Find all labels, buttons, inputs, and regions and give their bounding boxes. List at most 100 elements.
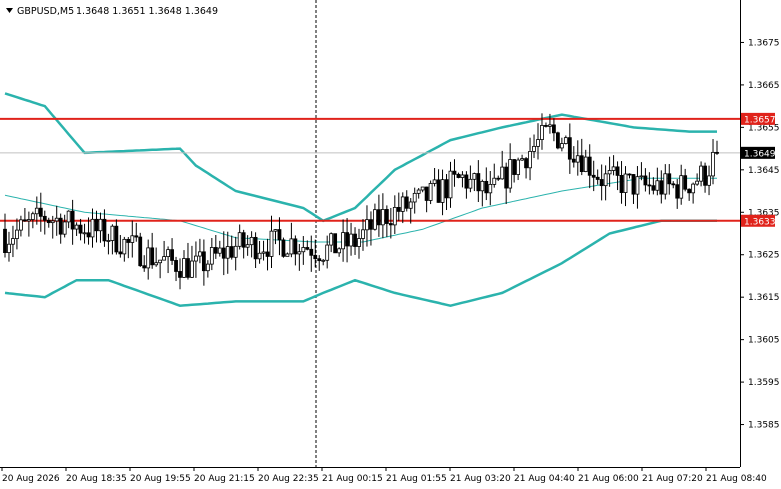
candle-body-down xyxy=(213,247,218,254)
candle-body-up xyxy=(158,259,163,264)
y-tick-label: 1.3625 xyxy=(748,251,780,261)
candle-body-up xyxy=(74,224,79,230)
candle-body-up xyxy=(460,174,465,178)
candle-body-down xyxy=(659,180,664,195)
candle-body-down xyxy=(174,260,178,272)
collapse-triangle-icon[interactable] xyxy=(6,8,13,13)
candle-body-down xyxy=(619,175,624,193)
candle-body-up xyxy=(679,175,684,199)
candle-body-up xyxy=(508,159,513,189)
candle xyxy=(337,247,342,257)
candle-body-up xyxy=(611,166,616,171)
candle xyxy=(516,157,521,181)
candle xyxy=(341,219,346,262)
candle-body-up xyxy=(26,219,31,222)
candle xyxy=(404,190,409,212)
candle xyxy=(50,215,55,239)
symbol-label: GBPUSD,M5 xyxy=(17,6,74,17)
candle xyxy=(150,232,155,269)
candle xyxy=(213,234,218,259)
candle-body-up xyxy=(416,189,421,194)
candle xyxy=(205,260,210,278)
candle xyxy=(424,186,429,213)
y-tick-label: 1.3635 xyxy=(748,208,780,218)
candle-body-up xyxy=(536,139,540,147)
candle-body-up xyxy=(695,180,700,185)
candle-body-up xyxy=(225,246,230,259)
candle xyxy=(472,172,477,192)
candle xyxy=(583,149,588,173)
candle xyxy=(691,182,696,204)
candle-body-up xyxy=(691,183,696,194)
candle xyxy=(715,140,719,155)
candle xyxy=(400,192,405,224)
candle xyxy=(369,211,373,246)
candle xyxy=(631,174,636,204)
candle-body-down xyxy=(384,209,389,224)
candle-body-down xyxy=(683,175,688,190)
candle xyxy=(647,172,652,195)
candle-body-up xyxy=(205,263,210,272)
candle xyxy=(575,140,580,176)
candle xyxy=(373,203,377,231)
candle-body-up xyxy=(301,247,306,253)
candle-body-down xyxy=(524,158,528,169)
candle xyxy=(603,165,608,201)
candle-body-down xyxy=(376,209,381,226)
candle-body-up xyxy=(337,248,342,254)
candle-body-down xyxy=(201,251,206,272)
candle xyxy=(711,139,715,185)
current-price-tag xyxy=(741,146,775,159)
candle-body-down xyxy=(591,174,596,178)
candle xyxy=(567,123,572,174)
candle xyxy=(269,215,274,268)
candle xyxy=(42,210,47,235)
candle xyxy=(396,192,401,221)
candle xyxy=(154,247,159,267)
candle-body-down xyxy=(281,239,286,257)
candle xyxy=(703,162,707,193)
candle xyxy=(528,137,532,181)
candle xyxy=(532,134,536,159)
candle xyxy=(388,207,393,239)
candle xyxy=(142,255,147,272)
candle-body-down xyxy=(150,247,155,266)
candle-body-down xyxy=(552,124,556,134)
candle xyxy=(595,169,600,185)
candle xyxy=(508,143,513,193)
candle xyxy=(679,164,684,205)
candle-body-up xyxy=(257,252,262,260)
candle xyxy=(448,161,453,208)
candle-body-up xyxy=(194,255,198,262)
candle-body-down xyxy=(647,184,652,187)
candle-body-up xyxy=(146,247,151,269)
candle-body-up xyxy=(365,219,369,231)
candle-body-down xyxy=(353,233,357,247)
candle-body-up xyxy=(198,251,202,257)
candle xyxy=(611,155,616,176)
candle-body-down xyxy=(587,156,592,176)
candle-body-up xyxy=(7,243,11,254)
candle xyxy=(182,250,186,278)
candle xyxy=(233,236,238,271)
candle-body-up xyxy=(392,207,397,226)
candle xyxy=(70,199,75,245)
candle-body-down xyxy=(313,254,318,260)
level-price-label: 1.3633 xyxy=(744,217,776,227)
candle-body-up xyxy=(329,233,334,246)
candle-body-up xyxy=(532,145,536,152)
candle-body-up xyxy=(237,232,242,247)
y-tick-label: 1.3595 xyxy=(748,378,780,388)
candle-body-up xyxy=(321,259,326,262)
candle xyxy=(174,256,178,282)
candle xyxy=(504,162,509,205)
candle xyxy=(94,210,99,243)
candle xyxy=(559,137,564,152)
candle-body-down xyxy=(138,236,143,267)
candle xyxy=(687,188,692,201)
candle-body-down xyxy=(38,207,43,217)
candlestick-series xyxy=(3,113,719,290)
candle-body-up xyxy=(480,180,485,192)
candle xyxy=(460,171,465,188)
